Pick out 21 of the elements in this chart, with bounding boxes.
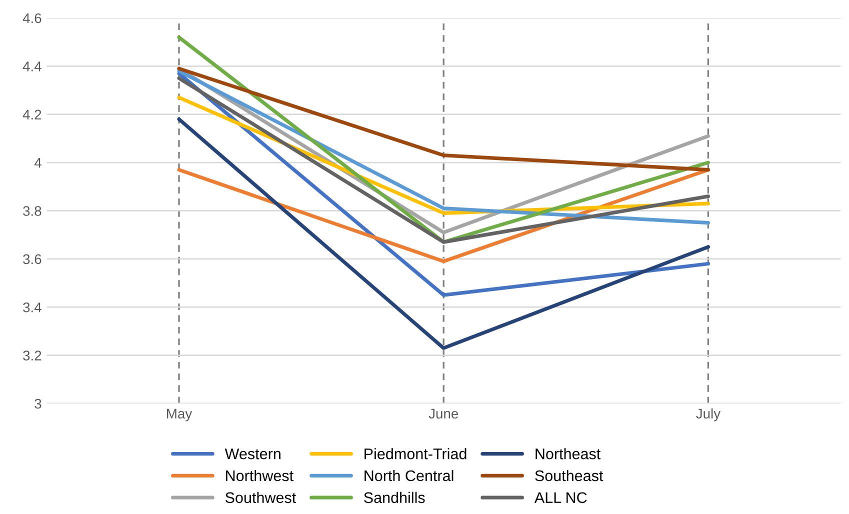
y-tick-label: 4.4 [22,62,42,72]
legend-label: Piedmont-Triad [364,448,466,460]
y-tick-label: 3.2 [23,350,42,360]
y-tick-label: 4 [34,158,42,168]
legend-label: Northeast [536,448,601,460]
legend-label: Southwest [225,492,296,504]
legend-label: ALL NC [534,492,587,504]
y-tick-label: 4.6 [22,13,42,24]
y-tick-label: 3.8 [23,206,42,216]
x-tick-label: July [696,408,721,422]
y-tick-label: 3.6 [23,254,42,264]
legend-label: Western [224,448,280,460]
x-tick-label: May [167,408,192,422]
y-tick-label: 4.2 [22,110,42,120]
legend-label: Northwest [226,470,294,482]
x-tick-label: June [428,408,458,419]
y-tick-label: 3 [34,398,42,409]
legend-label: Southeast [535,470,604,482]
legend-label: North Central [364,470,454,482]
legend-label: Sandhills [364,492,425,504]
y-tick-label: 3.4 [23,302,42,312]
